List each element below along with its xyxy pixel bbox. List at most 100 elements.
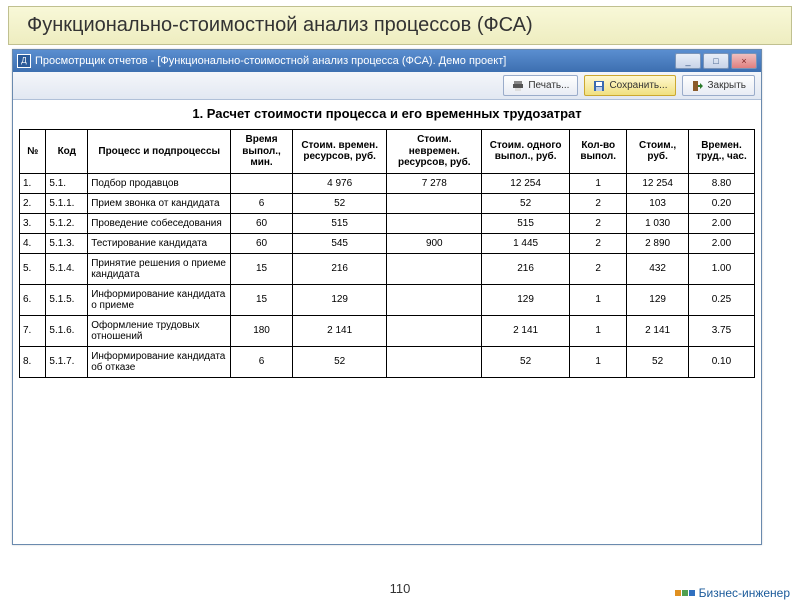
cell-sum: 129 (627, 284, 689, 315)
window-controls: _ □ × (675, 53, 757, 69)
cell-s1: 216 (482, 253, 570, 284)
cell-cnt: 2 (570, 213, 627, 233)
cell-code: 5.1.4. (46, 253, 88, 284)
table-row: 3.5.1.2.Проведение собеседования60515515… (20, 213, 755, 233)
cell-s1: 12 254 (482, 173, 570, 193)
cell-num: 4. (20, 233, 46, 253)
col-code: Код (46, 130, 88, 174)
window-titlebar: Д Просмотрщик отчетов - [Функционально-с… (13, 50, 761, 72)
cell-cnt: 2 (570, 253, 627, 284)
col-sn: Стоим. невремен. ресурсов, руб. (387, 130, 482, 174)
brand-text: Бизнес-инженер (699, 586, 790, 600)
save-label: Сохранить... (609, 80, 667, 91)
cell-hrs: 2.00 (688, 213, 754, 233)
cell-hrs: 0.25 (688, 284, 754, 315)
cell-s1: 515 (482, 213, 570, 233)
cell-time (231, 173, 293, 193)
col-proc: Процесс и подпроцессы (88, 130, 231, 174)
cell-sn (387, 284, 482, 315)
cell-code: 5.1.3. (46, 233, 88, 253)
cell-time: 60 (231, 213, 293, 233)
close-window-button[interactable]: × (731, 53, 757, 69)
table-row: 2.5.1.1.Прием звонка от кандидата6525221… (20, 193, 755, 213)
cell-time: 60 (231, 233, 293, 253)
cell-s1: 2 141 (482, 315, 570, 346)
maximize-button[interactable]: □ (703, 53, 729, 69)
cell-code: 5.1.6. (46, 315, 88, 346)
app-window: Д Просмотрщик отчетов - [Функционально-с… (12, 49, 762, 545)
cell-num: 6. (20, 284, 46, 315)
cell-st: 129 (292, 284, 387, 315)
cell-sum: 2 890 (627, 233, 689, 253)
print-button[interactable]: Печать... (503, 75, 578, 96)
cell-sum: 2 141 (627, 315, 689, 346)
table-row: 5.5.1.4.Принятие решения о приеме кандид… (20, 253, 755, 284)
page-number: 110 (390, 581, 411, 596)
cell-time: 6 (231, 346, 293, 377)
cell-cnt: 1 (570, 315, 627, 346)
cell-st: 4 976 (292, 173, 387, 193)
cell-st: 515 (292, 213, 387, 233)
cell-hrs: 2.00 (688, 233, 754, 253)
footer-brand: Бизнес-инженер (675, 586, 790, 600)
cell-proc: Информирование кандидата об отказе (88, 346, 231, 377)
col-num: № (20, 130, 46, 174)
table-header: № Код Процесс и подпроцессы Время выпол.… (20, 130, 755, 174)
cell-st: 216 (292, 253, 387, 284)
col-hrs: Времен. труд., час. (688, 130, 754, 174)
cell-cnt: 1 (570, 173, 627, 193)
save-icon (593, 80, 605, 92)
cell-time: 15 (231, 253, 293, 284)
table-row: 1.5.1.Подбор продавцов4 9767 27812 25411… (20, 173, 755, 193)
table-row: 4.5.1.3.Тестирование кандидата605459001 … (20, 233, 755, 253)
cell-sum: 52 (627, 346, 689, 377)
printer-icon (512, 80, 524, 92)
cell-time: 180 (231, 315, 293, 346)
cell-proc: Прием звонка от кандидата (88, 193, 231, 213)
cell-proc: Тестирование кандидата (88, 233, 231, 253)
cell-sn (387, 253, 482, 284)
report-title: 1. Расчет стоимости процесса и его време… (19, 106, 755, 121)
close-button[interactable]: Закрыть (682, 75, 755, 96)
cell-num: 1. (20, 173, 46, 193)
col-s1: Стоим. одного выпол., руб. (482, 130, 570, 174)
cell-hrs: 0.10 (688, 346, 754, 377)
cell-hrs: 1.00 (688, 253, 754, 284)
col-cnt: Кол-во выпол. (570, 130, 627, 174)
table-body: 1.5.1.Подбор продавцов4 9767 27812 25411… (20, 173, 755, 377)
cell-code: 5.1.7. (46, 346, 88, 377)
cell-sn (387, 346, 482, 377)
cell-hrs: 3.75 (688, 315, 754, 346)
cell-sn: 7 278 (387, 173, 482, 193)
report-area: 1. Расчет стоимости процесса и его време… (13, 100, 761, 544)
cell-proc: Информирование кандидата о приеме (88, 284, 231, 315)
col-st: Стоим. времен. ресурсов, руб. (292, 130, 387, 174)
cell-sn (387, 193, 482, 213)
data-table: № Код Процесс и подпроцессы Время выпол.… (19, 129, 755, 378)
cell-sum: 12 254 (627, 173, 689, 193)
cell-cnt: 2 (570, 193, 627, 213)
close-label: Закрыть (707, 80, 746, 91)
save-button[interactable]: Сохранить... (584, 75, 676, 96)
cell-sum: 1 030 (627, 213, 689, 233)
cell-s1: 52 (482, 193, 570, 213)
cell-s1: 1 445 (482, 233, 570, 253)
cell-sum: 103 (627, 193, 689, 213)
col-time: Время выпол., мин. (231, 130, 293, 174)
cell-num: 2. (20, 193, 46, 213)
cell-code: 5.1.1. (46, 193, 88, 213)
cell-num: 3. (20, 213, 46, 233)
window-title: Просмотрщик отчетов - [Функционально-сто… (35, 55, 675, 67)
cell-sn (387, 315, 482, 346)
minimize-button[interactable]: _ (675, 53, 701, 69)
cell-cnt: 1 (570, 346, 627, 377)
cell-proc: Принятие решения о приеме кандидата (88, 253, 231, 284)
cell-proc: Подбор продавцов (88, 173, 231, 193)
cell-st: 52 (292, 193, 387, 213)
col-sum: Стоим., руб. (627, 130, 689, 174)
cell-s1: 52 (482, 346, 570, 377)
cell-proc: Оформление трудовых отношений (88, 315, 231, 346)
cell-sn: 900 (387, 233, 482, 253)
cell-num: 8. (20, 346, 46, 377)
cell-code: 5.1.5. (46, 284, 88, 315)
